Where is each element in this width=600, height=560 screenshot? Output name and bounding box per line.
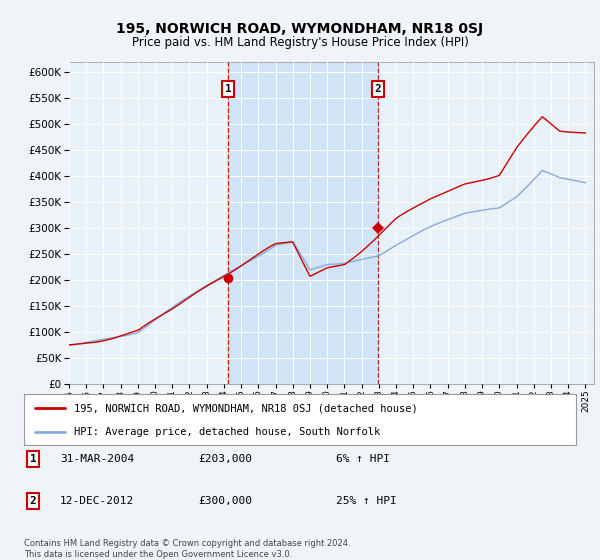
Text: 1: 1 (29, 454, 37, 464)
Bar (228, 62, 378, 384)
Text: 195, NORWICH ROAD, WYMONDHAM, NR18 0SJ (detached house): 195, NORWICH ROAD, WYMONDHAM, NR18 0SJ (… (74, 403, 418, 413)
Text: 12-DEC-2012: 12-DEC-2012 (60, 496, 134, 506)
Text: 6% ↑ HPI: 6% ↑ HPI (336, 454, 390, 464)
Text: 1: 1 (225, 84, 232, 94)
Text: 195, NORWICH ROAD, WYMONDHAM, NR18 0SJ: 195, NORWICH ROAD, WYMONDHAM, NR18 0SJ (116, 22, 484, 36)
Text: £203,000: £203,000 (198, 454, 252, 464)
Text: 2: 2 (29, 496, 37, 506)
Text: 2: 2 (374, 84, 382, 94)
Text: 31-MAR-2004: 31-MAR-2004 (60, 454, 134, 464)
Text: HPI: Average price, detached house, South Norfolk: HPI: Average price, detached house, Sout… (74, 427, 380, 437)
Text: Contains HM Land Registry data © Crown copyright and database right 2024.
This d: Contains HM Land Registry data © Crown c… (24, 539, 350, 559)
Text: 25% ↑ HPI: 25% ↑ HPI (336, 496, 397, 506)
Text: £300,000: £300,000 (198, 496, 252, 506)
Text: Price paid vs. HM Land Registry's House Price Index (HPI): Price paid vs. HM Land Registry's House … (131, 36, 469, 49)
